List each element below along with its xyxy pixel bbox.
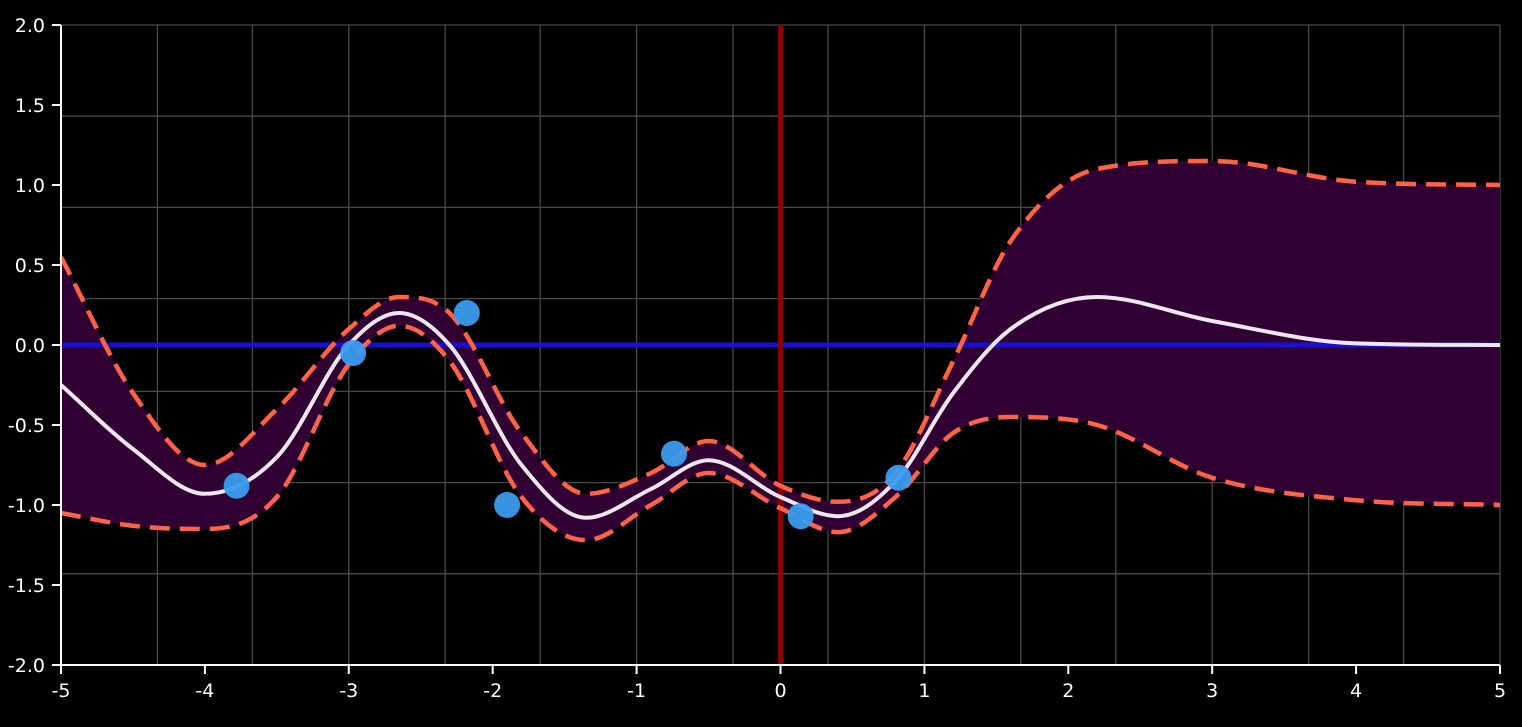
- y-tick-label: 1.0: [15, 175, 45, 197]
- observation-point: [453, 300, 480, 326]
- x-tick-label: 4: [1350, 680, 1362, 702]
- upper-bound-line: [59, 158, 1501, 505]
- y-tick-label: -1.5: [8, 575, 45, 597]
- mean-line: [59, 294, 1501, 520]
- y-tick-label: 0.5: [15, 255, 45, 277]
- x-axis-ticks: -5 -4 -3 -2 -1 0 1 2 3 4 5: [52, 665, 1506, 702]
- observation-point: [340, 340, 367, 366]
- x-tick-label: 0: [774, 680, 786, 702]
- confidence-band: [61, 161, 1500, 541]
- x-tick-label: -1: [627, 680, 646, 702]
- observation-points: [223, 300, 912, 530]
- y-tick-label: 0.0: [15, 335, 45, 357]
- observation-point: [885, 464, 912, 491]
- y-tick-label: 1.5: [15, 95, 45, 117]
- x-tick-label: 5: [1494, 680, 1506, 702]
- x-tick-label: 1: [918, 680, 930, 702]
- y-tick-label: 2.0: [15, 15, 45, 37]
- x-tick-label: 2: [1062, 680, 1074, 702]
- y-axis-ticks: -2.0 -1.5 -1.0 -0.5 0.0 0.5 1.0 1.5 2.0: [8, 15, 61, 677]
- y-tick-label: -0.5: [8, 415, 45, 437]
- y-tick-label: -1.0: [8, 495, 45, 517]
- y-tick-label: -2.0: [8, 655, 45, 677]
- x-tick-label: -2: [483, 680, 502, 702]
- observation-point: [787, 503, 814, 530]
- observation-point: [223, 472, 250, 499]
- x-tick-label: 3: [1206, 680, 1218, 702]
- x-tick-label: -3: [339, 680, 358, 702]
- observation-point: [661, 440, 688, 467]
- observation-point: [494, 492, 521, 518]
- x-tick-label: -4: [195, 680, 214, 702]
- x-tick-label: -5: [52, 680, 71, 702]
